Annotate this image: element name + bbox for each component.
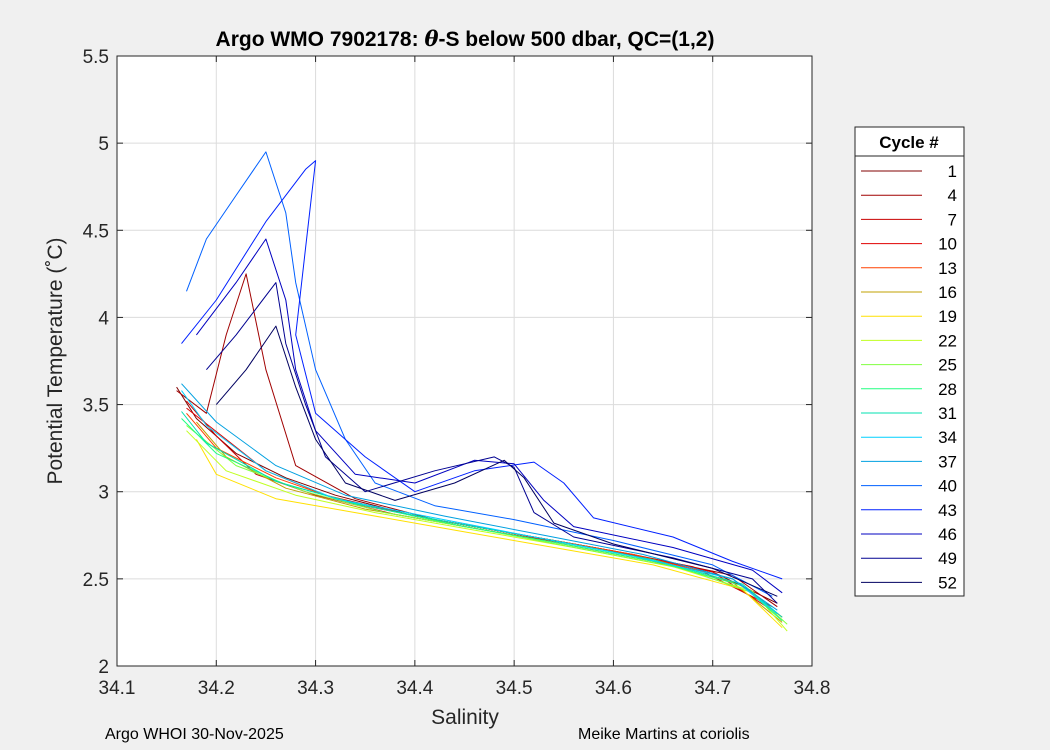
legend-label-cycle-25: 25 xyxy=(938,356,957,375)
x-tick-label: 34.1 xyxy=(99,678,136,699)
series-line-cycle-37 xyxy=(181,383,778,611)
y-axis-label: Potential Temperature (˚C) xyxy=(44,237,67,484)
series-line-cycle-31 xyxy=(181,411,783,618)
legend-label-cycle-52: 52 xyxy=(938,573,957,592)
legend-label-cycle-40: 40 xyxy=(938,477,957,496)
chart-title-suffix: -S below 500 dbar, QC=(1,2) xyxy=(438,28,714,51)
x-tick-label: 34.2 xyxy=(198,678,235,699)
chart-title: Argo WMO 7902178: θ-S below 500 dbar, QC… xyxy=(216,26,715,51)
legend-entries: 1 4 7 10 13 16 19 22 25 28 31 34 37 40 43 46 49 52 xyxy=(861,162,957,592)
legend-label-cycle-31: 31 xyxy=(938,404,957,423)
series-line-cycle-19 xyxy=(195,439,783,629)
series-line-cycle-46 xyxy=(196,238,783,594)
legend-label-cycle-49: 49 xyxy=(938,549,957,568)
legend-label-cycle-34: 34 xyxy=(938,428,957,447)
y-tick-label: 4.5 xyxy=(83,221,109,242)
x-tick-label: 34.5 xyxy=(496,678,533,699)
legend-box xyxy=(854,126,965,597)
y-tick-label: 3 xyxy=(98,483,109,504)
series-line-cycle-28 xyxy=(181,418,783,622)
x-tick-label: 34.3 xyxy=(297,678,334,699)
series-lines xyxy=(176,151,788,632)
legend-label-cycle-1: 1 xyxy=(948,162,957,181)
x-tick-label: 34.7 xyxy=(694,678,731,699)
footer-left: Argo WHOI 30-Nov-2025 xyxy=(105,726,284,743)
legend-label-cycle-22: 22 xyxy=(938,331,957,350)
y-tick-label: 5.5 xyxy=(83,47,109,68)
y-tick-label: 3.5 xyxy=(83,396,109,417)
legend-label-cycle-4: 4 xyxy=(948,186,957,205)
legend-label-cycle-46: 46 xyxy=(938,525,957,544)
series-line-cycle-34 xyxy=(181,390,778,615)
chart-title-theta: θ xyxy=(424,26,438,51)
legend-label-cycle-16: 16 xyxy=(938,283,957,302)
legend: Cycle # 1 4 7 10 13 16 19 22 25 28 31 34 37 40 43 46 49 5… xyxy=(854,126,965,597)
legend-label-cycle-43: 43 xyxy=(938,501,957,520)
series-line-cycle-40 xyxy=(186,151,773,597)
series-line-cycle-52 xyxy=(215,325,778,597)
legend-label-cycle-19: 19 xyxy=(938,307,957,326)
footer-right: Meike Martins at coriolis xyxy=(578,726,750,743)
y-tick-label: 5 xyxy=(98,134,109,155)
x-tick-label: 34.4 xyxy=(396,678,433,699)
x-tick-label: 34.8 xyxy=(794,678,831,699)
legend-label-cycle-37: 37 xyxy=(938,452,957,471)
plot-frame xyxy=(116,55,813,667)
series-line-cycle-43 xyxy=(181,160,783,580)
y-tick-label: 2.5 xyxy=(83,570,109,591)
series-line-cycle-22 xyxy=(186,430,788,632)
legend-label-cycle-10: 10 xyxy=(938,235,957,254)
axis-ticks: 34.1 34.2 34.3 34.4 34.5 34.6 34.7 34.8 2 2.5 3 3.5… xyxy=(83,47,831,699)
y-tick-label: 4 xyxy=(98,308,109,329)
legend-label-cycle-28: 28 xyxy=(938,380,957,399)
legend-label-cycle-7: 7 xyxy=(948,210,957,229)
chart-title-prefix: Argo WMO 7902178: xyxy=(216,28,425,51)
legend-label-cycle-13: 13 xyxy=(938,259,957,278)
x-tick-label: 34.6 xyxy=(595,678,632,699)
x-axis-label: Salinity xyxy=(431,706,499,729)
legend-title: Cycle # xyxy=(879,133,939,152)
y-tick-label: 2 xyxy=(98,657,109,678)
